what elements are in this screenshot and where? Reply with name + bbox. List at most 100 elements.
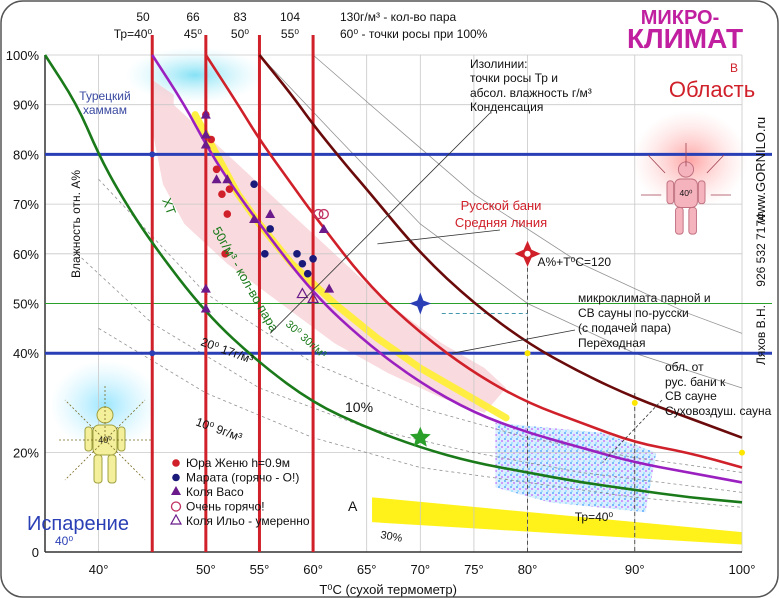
- person-arm: [697, 180, 706, 205]
- pointer-line: [452, 329, 576, 354]
- data-point: [200, 129, 211, 139]
- data-point: [200, 283, 211, 293]
- intersection-dot: [149, 350, 156, 357]
- legend-marker: [170, 501, 182, 512]
- annotation: Средняя линия: [455, 215, 547, 230]
- data-point: [218, 190, 226, 198]
- data-point: [249, 214, 260, 224]
- x-tick-label: 55°: [250, 562, 270, 577]
- annotation: Турецкий: [79, 89, 130, 103]
- evap-arrow: [104, 399, 146, 441]
- evap-arrow: [104, 439, 146, 481]
- data-point: [200, 303, 211, 313]
- y-tick-label: 100%: [6, 48, 40, 63]
- dry-sauna-band: [372, 497, 742, 545]
- annotation: СВ сауне: [665, 389, 717, 403]
- data-point: [324, 283, 335, 293]
- series-curve-1: [43, 54, 743, 504]
- data-point: [261, 250, 269, 258]
- annotation: абсол. влажность г/м³: [470, 86, 592, 100]
- evaporation-glow: [50, 360, 160, 450]
- annotation: Суховоздуш. сауна: [665, 404, 772, 418]
- data-point: [200, 139, 211, 149]
- x-axis-title: T⁰C (сухой термометр): [319, 582, 457, 597]
- intersection-dot: [149, 151, 156, 158]
- side-author: Ляхов В.Н.: [754, 305, 768, 365]
- person-body: [674, 178, 698, 208]
- x-tick-label: 75°: [464, 562, 484, 577]
- header-row1: 83: [233, 10, 247, 24]
- condensation-glow: [632, 110, 748, 210]
- data-point: [313, 208, 324, 220]
- person-leg: [688, 207, 697, 235]
- y-tick-label: 20%: [13, 446, 39, 461]
- transition-zone: [495, 422, 657, 513]
- curve-layer: [43, 35, 772, 552]
- data-point: [200, 109, 211, 119]
- legend-marker: [169, 513, 183, 525]
- person-leg: [93, 454, 103, 484]
- data-point: [212, 165, 221, 174]
- person-arm: [666, 180, 675, 205]
- data-point: [223, 210, 232, 218]
- legend-label: Коля Васо: [186, 485, 244, 499]
- y-tick-label: 60%: [13, 247, 39, 262]
- special-point-red-center: [524, 250, 531, 257]
- annotation: точки росы Тр и: [470, 71, 558, 85]
- header-row1: 104: [280, 10, 300, 24]
- x-tick-label: 90°: [625, 562, 645, 577]
- annotation: 30%: [379, 529, 403, 545]
- intersection-dot: [524, 350, 531, 357]
- data-point: [309, 254, 317, 263]
- evap-arrow: [64, 399, 106, 441]
- person-arm: [84, 426, 93, 452]
- annotation: A: [348, 498, 358, 514]
- annotation: Изолинии:: [470, 57, 527, 71]
- header-row2: Тр=40⁰: [114, 27, 153, 41]
- y-tick-label: 90%: [13, 98, 39, 113]
- person-arm: [117, 426, 126, 452]
- y-tick-label: 70%: [13, 197, 39, 212]
- marker-layer: 40⁰40⁰: [57, 109, 745, 484]
- isoline-thin: [259, 54, 743, 389]
- person-leg: [107, 454, 117, 484]
- data-point: [225, 185, 234, 193]
- turkish-hammam-zone: [125, 47, 265, 103]
- person-leg: [675, 207, 684, 235]
- pointer-line: [377, 229, 501, 245]
- condensation-person: 40⁰: [666, 161, 706, 235]
- text-layer: 40° 50° 55° 60° 65° 70° 75° 80° 90° 100° 0 20% 40% 50…: [6, 7, 772, 597]
- data-point: [211, 174, 222, 184]
- pointer-line: [602, 399, 663, 463]
- annotation: Конденсация: [470, 100, 543, 114]
- data-point: [303, 269, 312, 278]
- data-point: [293, 250, 301, 258]
- annotation: СВ сауны по-русски: [578, 306, 689, 320]
- cond-arrow: [706, 154, 725, 174]
- header-row1: 130г/м³ - кол-во пара: [340, 10, 457, 24]
- data-point: [307, 292, 320, 304]
- series-curve-3: [204, 54, 743, 469]
- annotation: Русской бани: [461, 198, 542, 213]
- annotation: B: [730, 61, 738, 75]
- x-tick-label: 60°: [303, 562, 323, 577]
- x-tick-label: 70°: [410, 562, 430, 577]
- legend-label: Марата (горячо - О!): [186, 471, 299, 485]
- data-point: [221, 250, 229, 258]
- annotation: Переходная: [578, 336, 645, 350]
- y-tick-label: 0: [32, 545, 39, 560]
- data-point: [298, 259, 307, 268]
- y-axis-title: Влажность отн. A%: [69, 170, 83, 278]
- data-point: [265, 209, 276, 219]
- annotation: хаммам: [83, 103, 127, 117]
- header-row2: 45⁰: [184, 27, 202, 41]
- annotation: Тр=40⁰: [575, 510, 614, 524]
- y-tick-label: 80%: [13, 147, 39, 162]
- data-point: [250, 180, 258, 189]
- annotation: (с подачей пара): [578, 321, 671, 335]
- evap-arrow: [64, 439, 106, 481]
- cond-arrow: [647, 154, 666, 174]
- annotation: ХТ: [159, 196, 179, 217]
- legend-marker: [172, 473, 180, 482]
